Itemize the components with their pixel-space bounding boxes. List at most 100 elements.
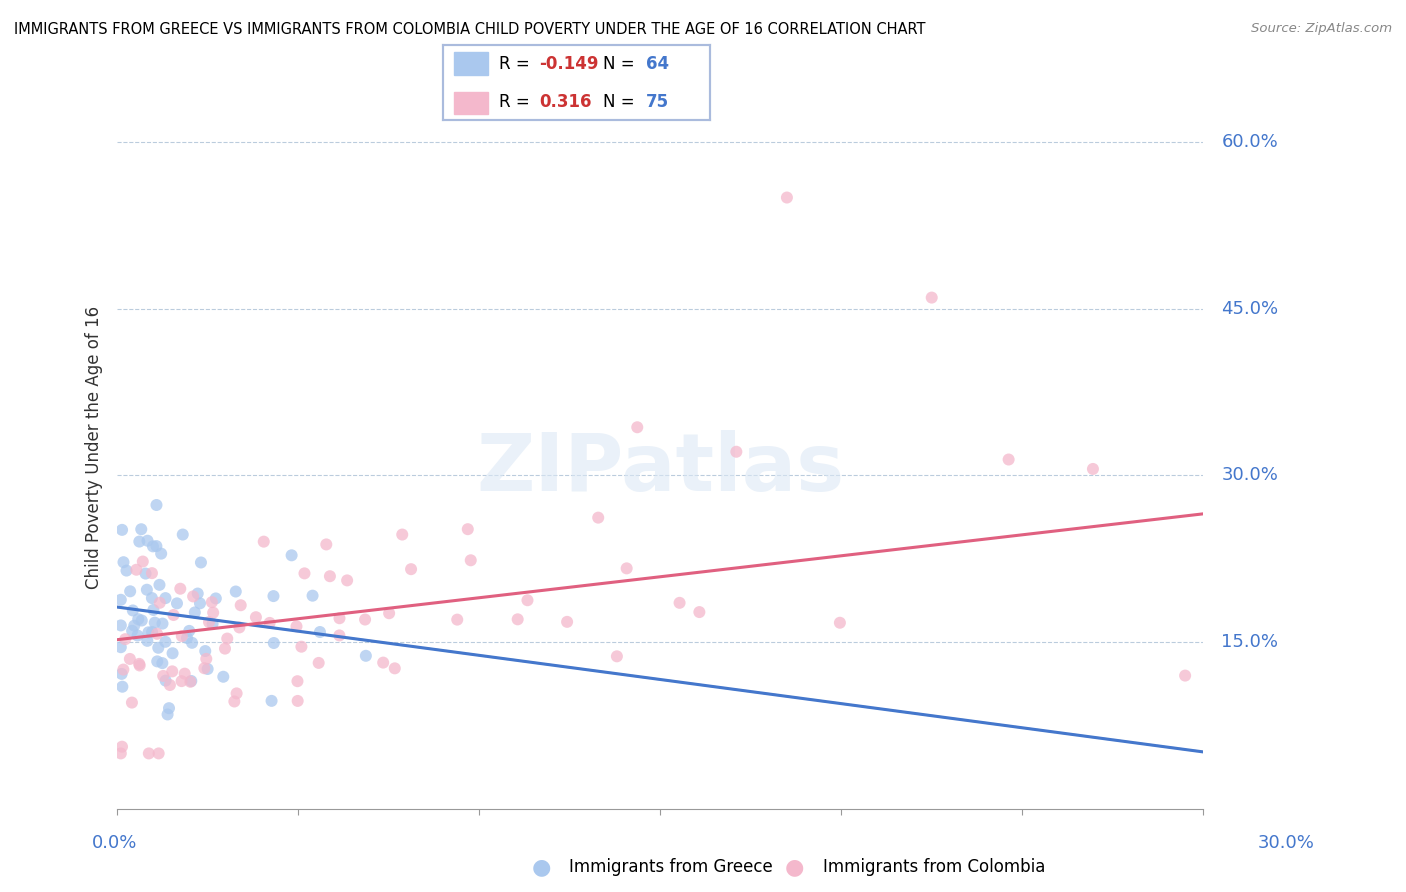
Text: 64: 64 — [645, 54, 669, 72]
Point — [263, 589, 285, 603]
Point — [135, 566, 157, 581]
Point — [142, 540, 165, 554]
Text: 45.0%: 45.0% — [1222, 300, 1278, 318]
Point — [1081, 462, 1104, 476]
Point — [201, 616, 224, 631]
Point — [287, 694, 309, 708]
Point — [180, 673, 202, 688]
Point — [217, 632, 239, 646]
Point — [187, 586, 209, 600]
Point — [148, 747, 170, 761]
Point — [110, 618, 132, 632]
Text: 30.0%: 30.0% — [1258, 834, 1315, 852]
Point — [725, 444, 748, 458]
Point — [354, 648, 377, 663]
Point — [148, 578, 170, 592]
Point — [197, 662, 219, 676]
Point — [125, 563, 148, 577]
Point — [280, 549, 302, 563]
Point — [111, 739, 134, 754]
Point — [555, 615, 578, 629]
Point — [166, 596, 188, 610]
Point — [150, 547, 173, 561]
Point — [391, 527, 413, 541]
Point — [263, 636, 285, 650]
Point — [195, 652, 218, 666]
Point — [145, 539, 167, 553]
Point — [399, 562, 422, 576]
Point — [172, 527, 194, 541]
Point — [110, 747, 132, 761]
Point — [181, 590, 204, 604]
Point — [115, 564, 138, 578]
Text: 0.316: 0.316 — [538, 94, 592, 112]
Point — [516, 593, 538, 607]
Text: N =: N = — [603, 94, 640, 112]
Point — [616, 561, 638, 575]
Point — [138, 747, 160, 761]
Text: 75: 75 — [645, 94, 669, 112]
Point — [301, 589, 323, 603]
Point — [131, 614, 153, 628]
Point — [259, 615, 281, 630]
Point — [212, 670, 235, 684]
Point — [378, 606, 401, 620]
Point — [287, 674, 309, 689]
Point — [142, 603, 165, 617]
Point — [373, 656, 395, 670]
Point — [229, 599, 252, 613]
Point — [319, 569, 342, 583]
Point — [294, 566, 316, 581]
Text: 30.0%: 30.0% — [1222, 467, 1278, 484]
Point — [446, 613, 468, 627]
Point — [146, 627, 169, 641]
Text: R =: R = — [499, 54, 536, 72]
Point — [457, 522, 479, 536]
Text: Immigrants from Colombia: Immigrants from Colombia — [823, 858, 1045, 876]
Text: Source: ZipAtlas.com: Source: ZipAtlas.com — [1251, 22, 1392, 36]
Point — [156, 707, 179, 722]
Point — [121, 624, 143, 638]
Point — [194, 644, 217, 658]
Point — [193, 661, 215, 675]
Point — [309, 625, 332, 640]
Text: N =: N = — [603, 54, 640, 72]
Point — [152, 616, 174, 631]
Point — [162, 607, 184, 622]
Point — [136, 533, 159, 548]
Point — [159, 678, 181, 692]
Point — [506, 612, 529, 626]
Point — [148, 640, 170, 655]
Point — [225, 686, 247, 700]
Point — [155, 591, 177, 606]
Point — [460, 553, 482, 567]
Point — [120, 584, 142, 599]
Point — [150, 656, 173, 670]
Text: ●: ● — [531, 857, 551, 877]
Point — [155, 673, 177, 688]
Point — [170, 674, 193, 689]
Text: R =: R = — [499, 94, 536, 112]
Point — [190, 556, 212, 570]
Point — [169, 582, 191, 596]
Point — [181, 636, 204, 650]
Point — [112, 663, 135, 677]
Point — [135, 582, 157, 597]
Point — [128, 534, 150, 549]
Point — [127, 628, 149, 642]
Point — [141, 625, 163, 640]
Point — [112, 555, 135, 569]
Point — [586, 510, 609, 524]
Bar — [454, 52, 488, 75]
Point — [253, 534, 276, 549]
Point — [162, 646, 184, 660]
Point — [128, 657, 150, 671]
Point — [328, 611, 350, 625]
Text: 15.0%: 15.0% — [1222, 633, 1278, 651]
Point — [118, 652, 141, 666]
Text: 0.0%: 0.0% — [91, 834, 136, 852]
Point — [110, 592, 132, 607]
Point — [152, 669, 174, 683]
Point — [176, 631, 198, 645]
Point — [146, 654, 169, 668]
